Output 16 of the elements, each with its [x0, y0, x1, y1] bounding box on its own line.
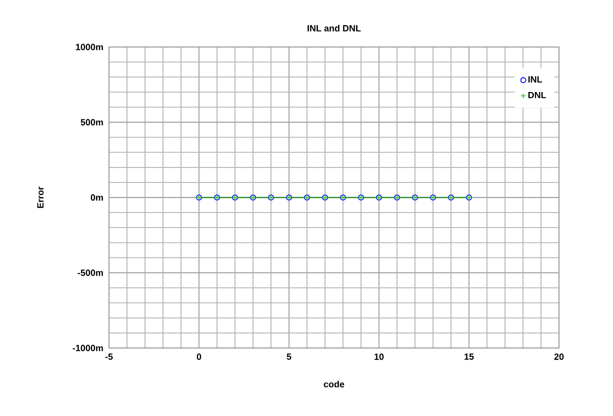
- legend-label: INL: [528, 76, 542, 82]
- y-tick-label: 0m: [90, 194, 103, 201]
- x-tick-label: 10: [374, 354, 384, 360]
- x-tick-label: -5: [105, 354, 113, 360]
- legend-label: DNL: [528, 92, 546, 98]
- x-tick-label: 0: [196, 354, 202, 360]
- y-tick-label: 500m: [80, 119, 103, 126]
- chart-title: INL and DNL: [308, 24, 361, 32]
- y-tick-label: -1000m: [72, 344, 103, 352]
- x-tick-label: 15: [464, 354, 474, 360]
- y-tick-label: 1000m: [76, 44, 103, 50]
- y-axis-title: Error: [37, 186, 44, 208]
- x-tick-label: 20: [554, 354, 564, 360]
- x-tick-label: 5: [286, 354, 292, 360]
- x-axis-title: code: [324, 380, 344, 388]
- y-tick-label: -500m: [78, 270, 103, 276]
